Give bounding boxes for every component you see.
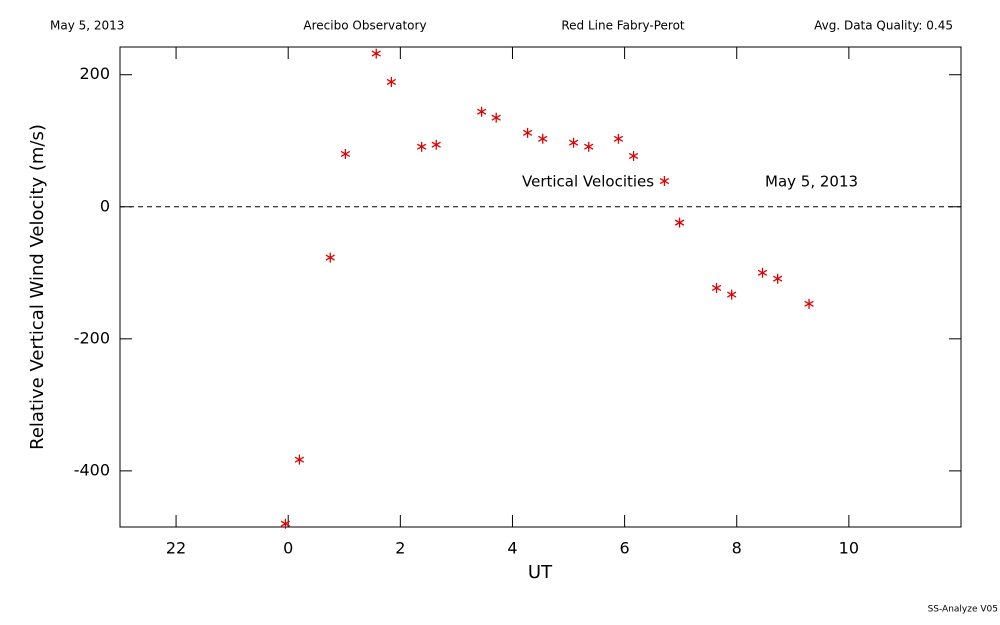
- x-tick-label: 2: [395, 539, 405, 558]
- point: [294, 454, 305, 465]
- annotation: May 5, 2013: [765, 173, 858, 191]
- y-axis-label: Relative Vertical Wind Velocity (m/s): [27, 124, 48, 450]
- point: [772, 273, 783, 284]
- point: [522, 127, 533, 138]
- point: [325, 252, 335, 263]
- annotation: Vertical Velocities: [522, 173, 654, 191]
- point: [371, 48, 381, 59]
- header-site: Arecibo Observatory: [303, 19, 426, 33]
- point: [386, 76, 397, 87]
- x-tick-label: 6: [620, 539, 630, 558]
- point: [613, 133, 624, 144]
- x-tick-label: 22: [166, 539, 186, 558]
- point: [538, 133, 548, 144]
- point: [416, 141, 427, 152]
- x-tick-label: 4: [507, 539, 517, 558]
- x-axis-label: UT: [528, 562, 553, 583]
- point: [431, 139, 441, 150]
- point: [568, 137, 579, 148]
- plot-frame: [119, 46, 962, 528]
- x-tick-label: 8: [732, 539, 742, 558]
- point: [476, 106, 487, 117]
- point: [711, 282, 722, 293]
- y-tick-label: -400: [74, 460, 110, 479]
- point: [280, 518, 291, 529]
- point: [628, 150, 639, 161]
- point: [804, 298, 814, 309]
- x-tick-label: 10: [839, 539, 859, 558]
- header-quality: Avg. Data Quality: 0.45: [814, 19, 953, 33]
- header-instrument: Red Line Fabry-Perot: [561, 19, 685, 33]
- point: [340, 148, 351, 159]
- y-tick-label: -200: [74, 328, 110, 347]
- point: [584, 141, 594, 152]
- header-date: May 5, 2013: [50, 19, 124, 33]
- point: [727, 289, 737, 300]
- point: [757, 267, 768, 278]
- footer: SS-Analyze V05: [928, 605, 998, 615]
- x-tick-label: 0: [283, 539, 293, 558]
- point: [659, 176, 670, 187]
- point: [674, 217, 685, 228]
- y-tick-label: 200: [79, 64, 110, 83]
- y-tick-label: 0: [100, 196, 110, 215]
- point: [491, 112, 501, 123]
